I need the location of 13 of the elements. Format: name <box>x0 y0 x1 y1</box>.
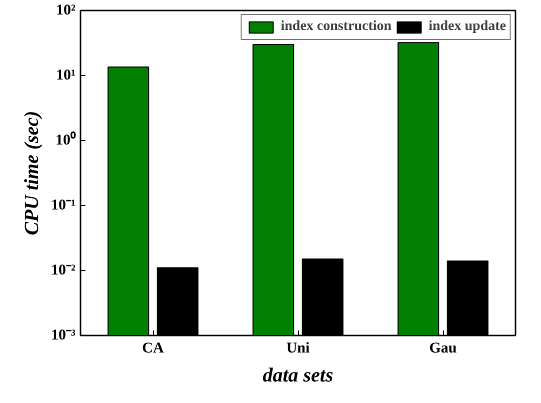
legend-label: index update <box>428 19 506 35</box>
x-tick-label: Gau <box>429 340 457 356</box>
x-tick-label: Uni <box>286 340 310 356</box>
y-tick-label: 10¹ <box>56 68 76 84</box>
x-axis-title: data sets <box>262 364 334 386</box>
legend-label: index construction <box>280 19 392 35</box>
y-axis-title: CPU time (sec) <box>21 110 44 236</box>
y-tick-label: 10⁻³ <box>51 328 76 344</box>
x-tick-label: CA <box>142 340 164 356</box>
y-tick-label: 10⁻² <box>51 262 76 278</box>
y-tick-label: 10⁻¹ <box>51 198 76 214</box>
y-tick-label: 10² <box>56 2 76 18</box>
y-tick-label: 10⁰ <box>56 130 76 148</box>
